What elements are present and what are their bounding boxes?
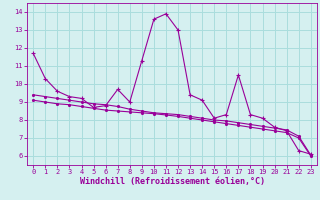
X-axis label: Windchill (Refroidissement éolien,°C): Windchill (Refroidissement éolien,°C) — [79, 177, 265, 186]
